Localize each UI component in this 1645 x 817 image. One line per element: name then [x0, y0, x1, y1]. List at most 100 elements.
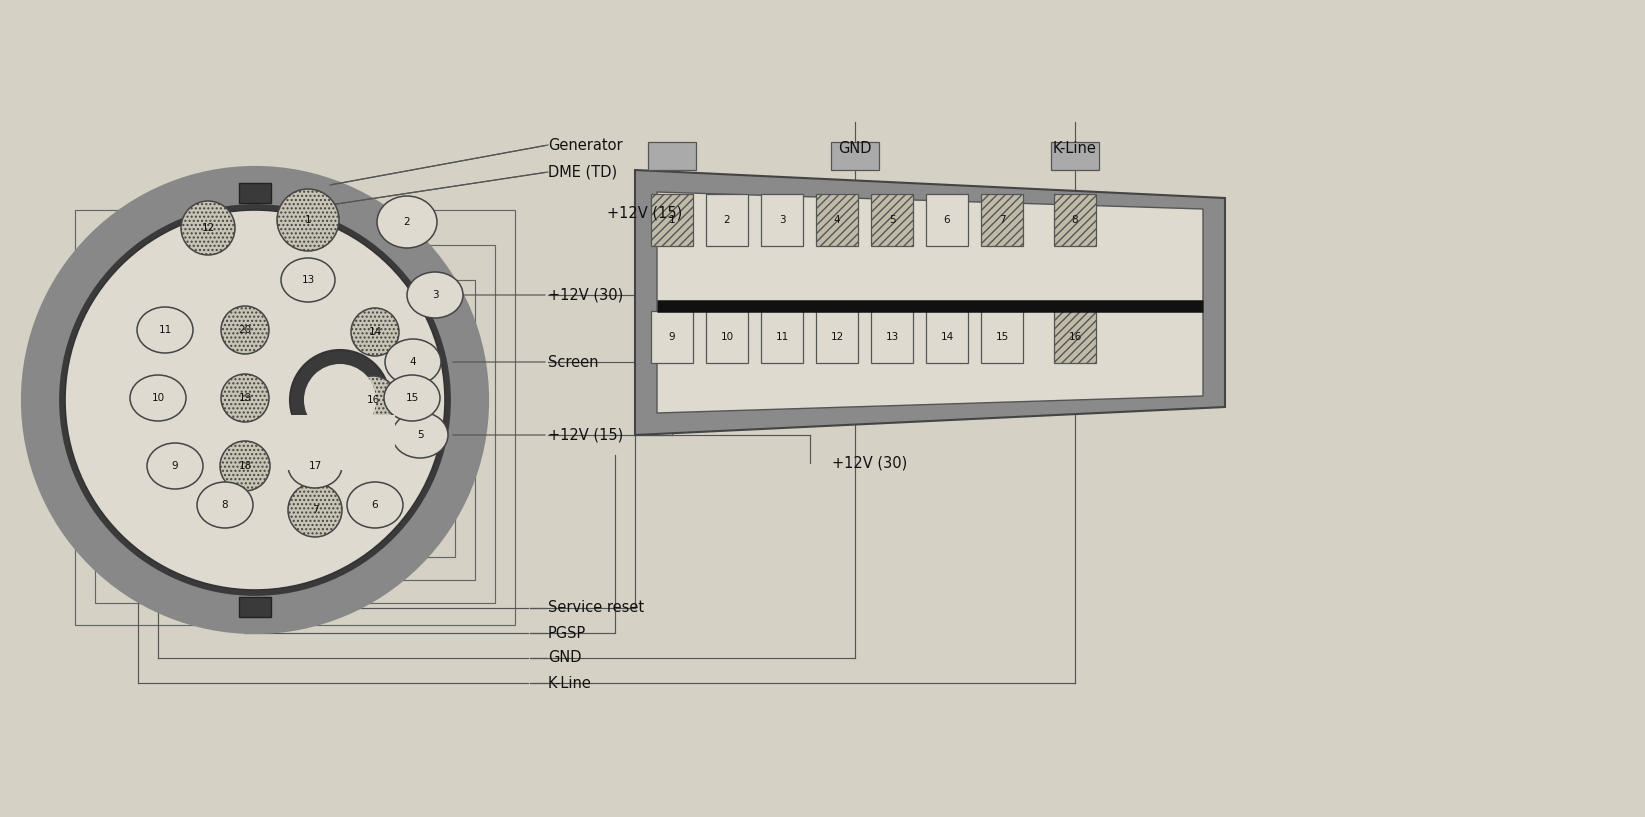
Text: 15: 15 [405, 393, 418, 403]
Text: +12V (15): +12V (15) [548, 427, 623, 443]
Text: 10: 10 [151, 393, 164, 403]
Text: 8: 8 [222, 500, 229, 510]
Text: K-Line: K-Line [548, 676, 592, 690]
Ellipse shape [288, 444, 342, 488]
Bar [831, 142, 878, 170]
Bar [651, 194, 693, 246]
Text: 1: 1 [304, 215, 311, 225]
Circle shape [220, 441, 270, 491]
Circle shape [349, 376, 396, 424]
Text: 5: 5 [416, 430, 423, 440]
Bar [135, 315, 456, 557]
Text: 11: 11 [158, 325, 171, 335]
Ellipse shape [392, 412, 447, 458]
Circle shape [220, 374, 270, 422]
Text: 13: 13 [301, 275, 314, 285]
FancyBboxPatch shape [285, 415, 395, 470]
Text: 1: 1 [668, 215, 676, 225]
Text: 15: 15 [995, 333, 1008, 342]
Bar [115, 280, 475, 580]
Bar [706, 194, 748, 246]
Bar [762, 194, 803, 246]
Circle shape [220, 306, 270, 354]
Text: +12V (30): +12V (30) [548, 288, 623, 302]
Text: 7: 7 [999, 215, 1005, 225]
Bar [648, 142, 696, 170]
Text: 16: 16 [1068, 333, 1082, 342]
Circle shape [181, 201, 235, 255]
Ellipse shape [377, 196, 438, 248]
Text: 11: 11 [775, 333, 788, 342]
Circle shape [276, 189, 339, 251]
Bar [980, 311, 1023, 364]
Bar [239, 183, 271, 203]
Bar [95, 245, 495, 603]
Text: 2: 2 [724, 215, 730, 225]
Text: 3: 3 [778, 215, 785, 225]
Ellipse shape [385, 339, 441, 385]
Bar [980, 194, 1023, 246]
Circle shape [290, 350, 390, 450]
Text: 12: 12 [201, 223, 214, 233]
Bar [762, 311, 803, 364]
Bar [1054, 194, 1096, 246]
Ellipse shape [146, 443, 202, 489]
Text: 4: 4 [410, 357, 416, 367]
Text: 7: 7 [311, 505, 319, 515]
Ellipse shape [197, 482, 253, 528]
Text: +12V (15): +12V (15) [607, 206, 683, 221]
Text: 16: 16 [367, 395, 380, 405]
Text: 14: 14 [941, 333, 954, 342]
Text: 5: 5 [888, 215, 895, 225]
Bar [816, 311, 859, 364]
Ellipse shape [406, 272, 462, 318]
Text: 2: 2 [403, 217, 410, 227]
Text: 9: 9 [668, 333, 676, 342]
Text: 18: 18 [239, 461, 252, 471]
Text: Generator: Generator [548, 137, 622, 153]
Circle shape [39, 185, 470, 615]
Text: 12: 12 [831, 333, 844, 342]
Bar [1051, 142, 1099, 170]
Bar [926, 194, 967, 246]
Text: 9: 9 [171, 461, 178, 471]
Bar [76, 210, 515, 625]
Ellipse shape [281, 258, 336, 302]
Bar [651, 311, 693, 364]
Text: +12V (30): +12V (30) [832, 456, 908, 471]
Text: 4: 4 [834, 215, 841, 225]
Text: 6: 6 [944, 215, 951, 225]
Bar [239, 597, 271, 617]
Circle shape [304, 364, 377, 436]
Polygon shape [635, 170, 1226, 435]
Bar [870, 194, 913, 246]
Polygon shape [656, 192, 1202, 413]
Text: 14: 14 [368, 327, 382, 337]
Text: GND: GND [548, 650, 581, 666]
Ellipse shape [130, 375, 186, 421]
Text: 3: 3 [431, 290, 438, 300]
Text: 17: 17 [308, 461, 322, 471]
Bar [816, 194, 859, 246]
Text: 8: 8 [1071, 215, 1079, 225]
Bar [870, 311, 913, 364]
Text: 19: 19 [239, 393, 252, 403]
Text: 13: 13 [885, 333, 898, 342]
Text: K-Line: K-Line [1053, 141, 1097, 155]
Circle shape [288, 483, 342, 537]
Ellipse shape [383, 375, 439, 421]
Text: Screen: Screen [548, 355, 599, 369]
Text: PGSP: PGSP [548, 626, 586, 641]
Circle shape [66, 210, 446, 590]
Bar [926, 311, 967, 364]
Circle shape [350, 308, 400, 356]
Ellipse shape [347, 482, 403, 528]
Text: Service reset: Service reset [548, 600, 645, 615]
Text: 20: 20 [239, 325, 252, 335]
Text: DME (TD): DME (TD) [548, 164, 617, 180]
Text: GND: GND [839, 141, 872, 155]
Text: 6: 6 [372, 500, 378, 510]
Text: 10: 10 [721, 333, 734, 342]
Bar [1054, 311, 1096, 364]
Ellipse shape [137, 307, 192, 353]
